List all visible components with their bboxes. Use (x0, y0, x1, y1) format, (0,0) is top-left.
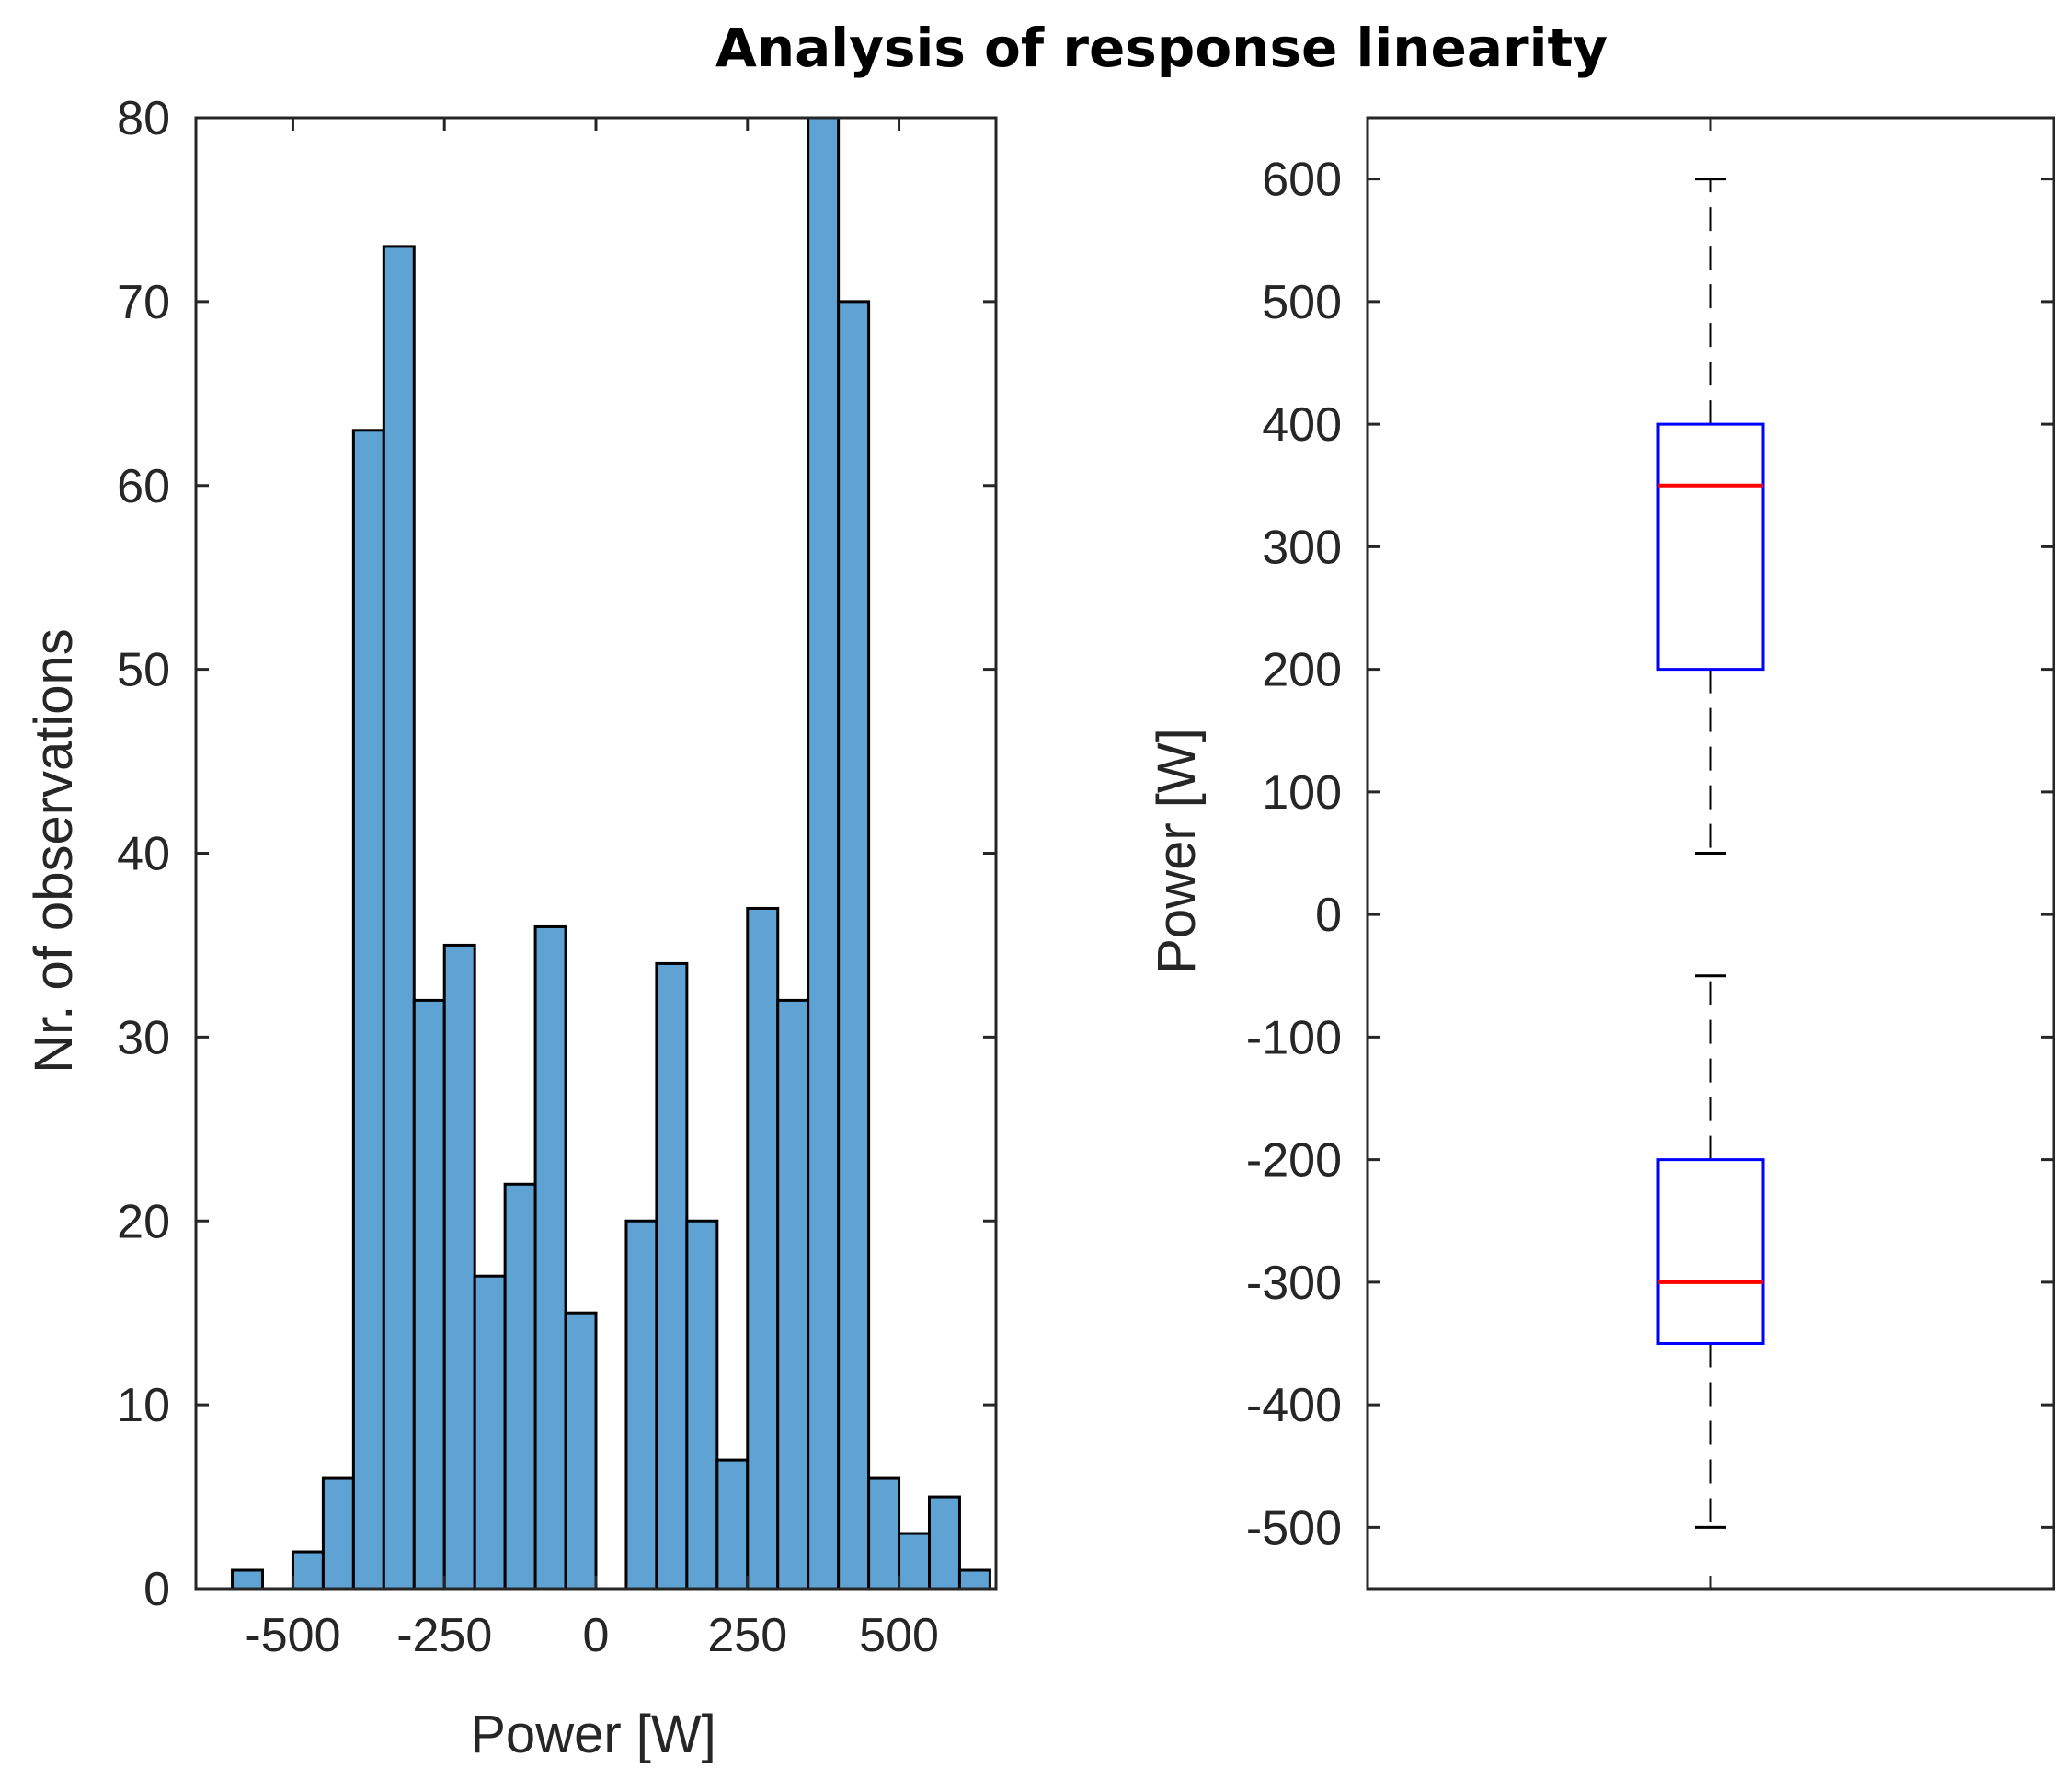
histogram-bar (351, 429, 385, 1591)
histogram-bar (715, 1458, 750, 1591)
histogram-x-tick-label: 500 (859, 1609, 939, 1662)
histogram-bar (624, 1219, 658, 1591)
boxplot-y-tick-label: -300 (1246, 1257, 1342, 1310)
histogram-bar (928, 1495, 961, 1591)
histogram-bar (957, 1568, 991, 1591)
histogram-panel: -500 -250 0 250 500 0 10 20 30 40 50 60 70 80 Power [… (24, 92, 998, 1764)
boxplot-axes-box (1366, 116, 2055, 1591)
histogram-y-tick-label: 30 (117, 1011, 170, 1064)
boxplot-y-tick-label: -200 (1246, 1134, 1342, 1188)
histogram-bar (533, 924, 567, 1591)
histogram-bar (442, 943, 476, 1591)
histogram-x-tick-label: 0 (583, 1609, 610, 1662)
figure-title: Analysis of response linearity (715, 17, 1608, 79)
boxplot-y-tick-label: 600 (1262, 154, 1342, 207)
histogram-bar (837, 300, 871, 1591)
histogram-bar (382, 245, 416, 1591)
boxplot-y-tick-label: -400 (1246, 1379, 1342, 1432)
histogram-bar (564, 1311, 598, 1591)
histogram-bar (776, 998, 810, 1591)
histogram-y-axis-label: Nr. of observations (24, 628, 84, 1074)
histogram-bar (685, 1219, 719, 1591)
histogram-x-tick-label: -250 (396, 1609, 492, 1662)
histogram-y-tick-label: 40 (117, 828, 170, 881)
histogram-axes-box (194, 116, 998, 1591)
boxplot-y-tick-label: 300 (1262, 521, 1342, 574)
boxplot-box (1656, 1158, 1765, 1345)
boxplot-y-tick-label: 0 (1315, 889, 1342, 942)
histogram-bar (746, 906, 780, 1591)
boxplot-y-tick-label: -500 (1246, 1501, 1342, 1555)
histogram-bar (412, 998, 446, 1591)
boxplot-box-group (1656, 974, 1765, 1529)
histogram-x-axis-label: Power [W] (470, 1705, 716, 1764)
histogram-bar (231, 1568, 264, 1591)
histogram-y-tick-label: 20 (117, 1195, 170, 1248)
boxplot-y-tick-label: 500 (1262, 276, 1342, 329)
histogram-y-tick-label: 0 (143, 1563, 170, 1616)
boxplot-y-tick-label: -100 (1246, 1011, 1342, 1064)
boxplot-y-axis-label: Power [W] (1147, 728, 1207, 974)
boxplot-ticks: -500 -400 -300 -200 -100 0 100 200 300 400 500 600 (1246, 118, 2054, 1589)
boxplot-y-tick-label: 200 (1262, 644, 1342, 697)
histogram-bar (898, 1532, 932, 1591)
boxplot-y-tick-label: 100 (1262, 766, 1342, 820)
histogram-y-tick-label: 80 (117, 92, 170, 145)
boxplot-panel: -500-400-300-200-1000100200300400500600 … (1147, 116, 2055, 1591)
histogram-bar (503, 1182, 537, 1591)
histogram-y-tick-label: 50 (117, 644, 170, 697)
boxplot-box (1656, 422, 1765, 672)
histogram-y-tick-label: 60 (117, 460, 170, 513)
boxplot-marks (1656, 178, 1765, 1529)
boxplot-y-tick-label: 400 (1262, 398, 1342, 452)
histogram-y-tick-label: 70 (117, 276, 170, 329)
histogram-bar (807, 116, 841, 1591)
histogram-bars (231, 116, 991, 1591)
histogram-y-tick-label: 10 (117, 1379, 170, 1432)
histogram-x-tick-label: 250 (707, 1609, 787, 1662)
histogram-bar (321, 1476, 355, 1591)
histogram-bar (867, 1476, 901, 1591)
histogram-ticks: -500 -250 0 250 500 0 10 20 30 40 50 60 70 80 (117, 92, 996, 1662)
histogram-bar (655, 961, 689, 1591)
histogram-bar (473, 1274, 507, 1591)
histogram-bar (291, 1550, 325, 1591)
histogram-x-tick-label: -500 (245, 1609, 340, 1662)
boxplot-box-group (1656, 178, 1765, 855)
